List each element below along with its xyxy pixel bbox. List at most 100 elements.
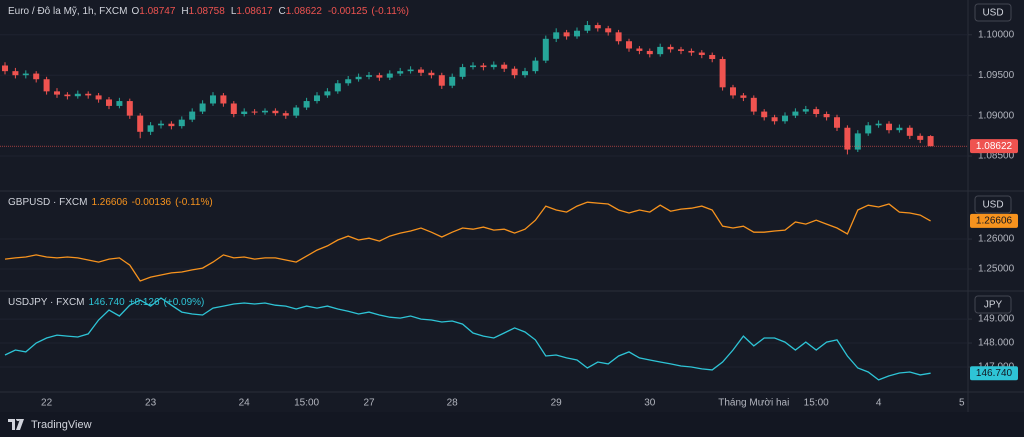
price-badge-label: 1.08622 — [976, 141, 1013, 152]
candle-body — [730, 87, 736, 96]
candle-body — [667, 46, 674, 50]
currency: USD — [982, 8, 1003, 19]
value: 1.08622 — [285, 6, 322, 17]
candle-body — [750, 97, 757, 112]
y-tick-label: 148.000 — [978, 338, 1015, 349]
candle-body — [64, 94, 71, 97]
candle-body — [761, 111, 768, 118]
candle-body — [293, 107, 300, 116]
candle-body — [615, 32, 622, 42]
chart: 1.10000 1.09500 1.09000 1.08500 USD 1.08622 1.… — [0, 0, 1024, 412]
candle-body — [438, 75, 445, 86]
candle-body — [563, 32, 570, 37]
candle-body — [116, 101, 123, 106]
label: H — [181, 6, 189, 17]
value: 1.08758 — [188, 6, 225, 17]
candle-body — [802, 109, 809, 112]
candle-body — [85, 93, 92, 96]
candle-body — [2, 65, 8, 72]
candle-body — [397, 71, 404, 74]
candle-body — [303, 101, 310, 108]
candle-body — [719, 59, 726, 88]
price-line — [4, 297, 931, 381]
candle-body — [22, 73, 29, 76]
price-badge-label: 146.740 — [976, 368, 1013, 379]
candle-body — [636, 48, 643, 51]
x-tick-label: 23 — [145, 398, 157, 409]
candle-body — [220, 95, 227, 104]
y-tick-label: 1.26000 — [978, 234, 1015, 245]
candle-body — [355, 76, 362, 80]
candle-body — [678, 49, 684, 51]
candle-body — [282, 113, 289, 116]
candle-body — [54, 91, 60, 95]
x-tick-label: 15:00 — [804, 398, 829, 409]
candle-body — [199, 103, 206, 112]
change-pct: (-0.11%) — [371, 6, 410, 17]
candle-body — [688, 50, 695, 53]
label: L — [230, 6, 237, 17]
brand: TradingView — [31, 418, 92, 431]
candle-body — [698, 52, 705, 55]
candle-body — [428, 72, 435, 76]
legend: USDJPY · FXCM 146.740 +0.126 (+0.09%) — [8, 297, 204, 308]
candle-body — [896, 127, 903, 131]
candle-body — [272, 110, 279, 114]
candle-body — [522, 71, 528, 76]
candle-body — [241, 111, 248, 114]
candle-body — [43, 79, 50, 92]
candle-body — [490, 64, 497, 68]
candle-body — [532, 60, 539, 72]
legend: GBPUSD · FXCM 1.26606 -0.00136 (-0.11%) — [8, 197, 213, 208]
value: 1.08747 — [139, 6, 176, 17]
currency-box — [974, 3, 1012, 22]
candle-body — [470, 65, 476, 68]
change: -0.00136 — [131, 197, 172, 208]
candle-body — [917, 135, 924, 140]
x-tick-label: 30 — [644, 398, 656, 409]
candle-body — [251, 111, 258, 113]
candle-body — [33, 73, 40, 80]
legend: Euro / Đô la Mỹ, 1h, FXCM O 1.08747 H 1.08… — [8, 6, 409, 17]
candle-body — [501, 64, 508, 69]
candle-body — [189, 111, 196, 120]
candle-body — [542, 38, 549, 61]
y-tick-label: 1.09500 — [978, 70, 1015, 81]
change: -0.00125 — [327, 6, 368, 17]
candle-body — [230, 103, 237, 114]
candle-body — [158, 123, 164, 126]
candle-body — [147, 125, 154, 132]
candle-body — [95, 95, 102, 100]
x-tick-label: 5 — [959, 398, 965, 409]
value: 1.08617 — [236, 6, 273, 17]
candle-body — [376, 75, 383, 78]
y-tick-label: 1.10000 — [978, 29, 1015, 40]
price-badge — [970, 366, 1018, 381]
candle-body — [657, 46, 664, 55]
label: C — [278, 6, 286, 17]
x-tick-label: Tháng Mười hai — [718, 398, 789, 409]
x-tick-label: 29 — [551, 398, 563, 409]
candle-body — [74, 93, 81, 97]
y-tick-label: 1.25000 — [978, 264, 1015, 275]
candle-body — [126, 101, 133, 116]
candle-body — [584, 25, 591, 31]
candle-body — [459, 67, 466, 77]
candle-body — [137, 115, 144, 132]
price-badge — [970, 139, 1018, 154]
candle-body — [626, 41, 632, 49]
candle-body — [345, 79, 352, 84]
change-pct: (-0.11%) — [175, 197, 213, 208]
currency-box — [974, 195, 1012, 214]
candle-body — [210, 95, 216, 104]
candle-body — [886, 123, 892, 131]
candle-body — [449, 76, 456, 86]
x-tick-label: 22 — [41, 398, 53, 409]
candle-body — [927, 136, 934, 147]
candle-body — [844, 127, 851, 150]
candle-body — [366, 75, 372, 77]
candle-body — [875, 123, 882, 126]
x-tick-label: 24 — [239, 398, 251, 409]
x-tick-label: 28 — [447, 398, 459, 409]
logo — [8, 419, 24, 430]
